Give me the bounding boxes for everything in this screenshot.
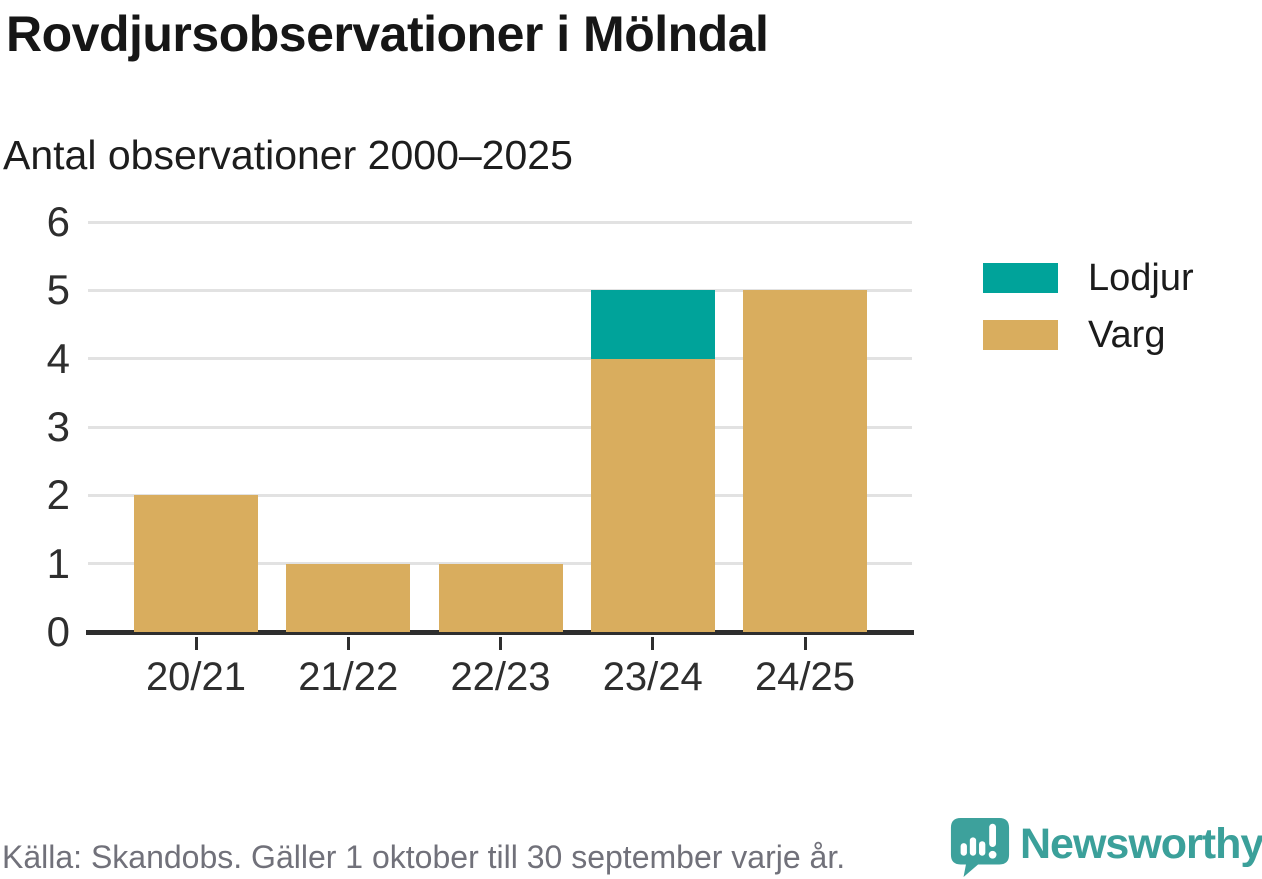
y-axis-label: 5: [46, 266, 70, 314]
bar-segment-varg: [286, 563, 411, 632]
x-tick-mark: [499, 637, 502, 650]
y-axis-label: 3: [46, 403, 70, 450]
legend-swatch-lodjur: [983, 263, 1058, 293]
legend: Lodjur Varg: [983, 259, 1194, 377]
x-axis-line: [86, 629, 914, 635]
chart-subtitle: Antal observationer 2000–2025: [3, 132, 573, 178]
x-axis-label: 20/21: [145, 655, 247, 699]
bar-segment-varg: [134, 495, 258, 632]
newsworthy-wordmark: Newsworthy: [1020, 820, 1262, 868]
gridline: [88, 562, 912, 566]
legend-item-varg: Varg: [983, 316, 1194, 354]
legend-label: Varg: [1088, 314, 1166, 356]
legend-label: Lodjur: [1088, 257, 1194, 299]
newsworthy-icon: [950, 817, 1010, 878]
plot-area: 20/21 21/22 22/23 23/24 24/25: [86, 220, 914, 697]
chart-title: Rovdjursobservationer i Mölndal: [6, 6, 769, 62]
x-tick-mark: [803, 637, 807, 650]
gridline: [88, 425, 912, 429]
x-axis-label: 22/23: [450, 655, 551, 699]
y-axis-label: 1: [46, 539, 70, 587]
gridline: [88, 357, 912, 361]
y-axis: 0 1 2 3 4 5 6: [0, 201, 70, 653]
y-axis-label: 0: [46, 608, 70, 655]
x-tick-mark: [194, 637, 198, 650]
legend-swatch-varg: [983, 320, 1058, 350]
bar-segment-varg: [438, 563, 563, 632]
x-tick-mark: [346, 637, 350, 650]
bar-segment-varg: [743, 290, 867, 632]
gridline: [88, 220, 912, 224]
x-axis-label: 21/22: [298, 655, 399, 699]
x-tick-mark: [651, 637, 655, 650]
y-axis-label: 2: [46, 471, 70, 519]
legend-item-lodjur: Lodjur: [983, 259, 1194, 297]
bar-segment-varg: [590, 358, 715, 632]
source-note: Källa: Skandobs. Gäller 1 oktober till 3…: [2, 839, 846, 875]
y-axis-label: 6: [46, 198, 70, 245]
x-axis-label: 24/25: [754, 655, 856, 699]
gridline: [88, 288, 912, 292]
x-axis-label: 23/24: [602, 655, 703, 699]
gridline: [88, 493, 912, 497]
bar-segment-lodjur: [590, 290, 715, 359]
y-axis-label: 4: [46, 334, 70, 382]
